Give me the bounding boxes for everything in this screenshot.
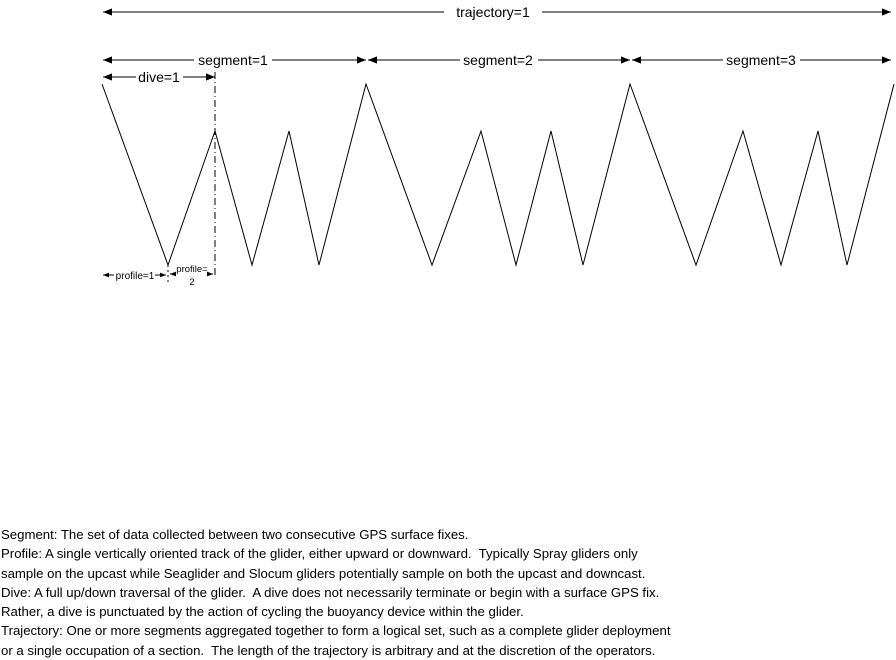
definition-profile-line1: Profile: A single vertically oriented tr…: [1, 546, 638, 562]
glider-track-diagram: trajectory=1 segment=1 segment=2 segment…: [101, 4, 895, 288]
definition-trajectory-line1: Trajectory: One or more segments aggrega…: [1, 623, 671, 639]
segment-1-label: segment=1: [198, 52, 268, 68]
profile-1-label: profile=1: [116, 271, 155, 282]
definition-profile-line2: sample on the upcast while Seaglider and…: [1, 565, 646, 581]
segment-2-label: segment=2: [463, 52, 533, 68]
definitions-text: Segment: The set of data collected betwe…: [1, 525, 891, 660]
trajectory-label: trajectory=1: [456, 4, 530, 20]
segment-3-label: segment=3: [726, 52, 796, 68]
definition-segment: Segment: The set of data collected betwe…: [1, 527, 469, 542]
glider-track: [101, 82, 895, 267]
segment-1-arrow: segment=1: [103, 52, 366, 68]
profile-2-label-line2: 2: [189, 277, 194, 288]
segment-2-arrow: segment=2: [368, 52, 630, 68]
dive-arrow: dive=1: [103, 69, 215, 85]
trajectory-arrow: trajectory=1: [103, 4, 891, 20]
profile-2-label-line1: profile=: [176, 264, 208, 275]
profile-1-arrow: profile=1: [103, 271, 166, 282]
definition-dive-line2: Rather, a dive is punctuated by the acti…: [1, 604, 524, 620]
dive-label: dive=1: [138, 69, 180, 85]
profile-2-arrow: profile= 2: [170, 264, 213, 288]
definition-dive-line1: Dive: A full up/down traversal of the gl…: [1, 584, 660, 600]
segment-3-arrow: segment=3: [632, 52, 891, 68]
definition-trajectory-line2: or a single occupation of a section. The…: [1, 642, 656, 658]
